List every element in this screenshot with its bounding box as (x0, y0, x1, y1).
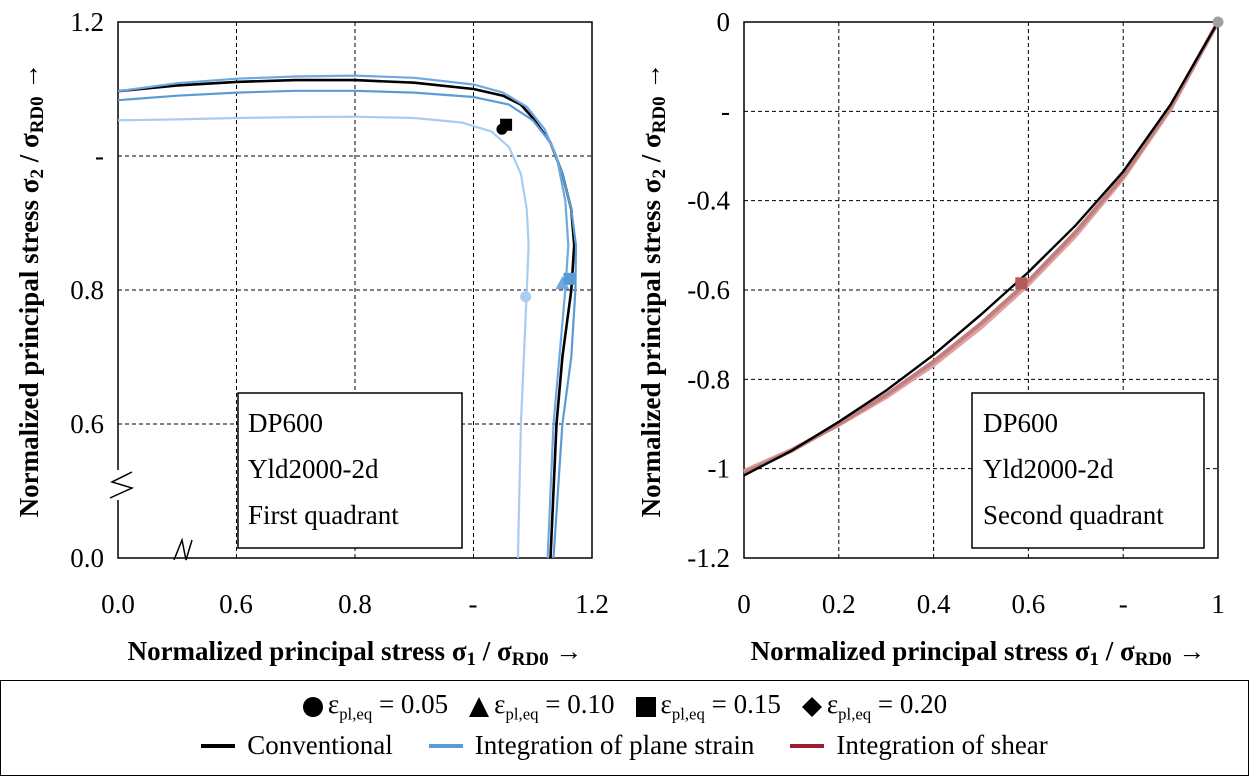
legend-triangle-icon (469, 696, 490, 717)
legend-marker-label: εpl,eq = 0.10 (494, 689, 615, 724)
x-tick-label: 0.2 (822, 589, 856, 619)
legend-line-item: Conventional (201, 728, 393, 762)
series-line-2 (117, 74, 570, 559)
data-marker-circle (520, 291, 532, 303)
x-tick-label: 1.2 (575, 589, 609, 619)
x-tick-label: - (1119, 589, 1128, 619)
y-tick-label: -1 (708, 454, 731, 484)
plot-frame (743, 21, 1219, 559)
legend-marker-item: εpl,eq = 0.05 (302, 687, 448, 731)
annotation-line: Second quadrant (983, 500, 1164, 530)
x-tick-label: 0.8 (338, 589, 372, 619)
legend-marker-label: εpl,eq = 0.15 (660, 689, 781, 724)
y-tick-label: 0.8 (70, 275, 104, 305)
annotation-line: DP600 (983, 408, 1058, 438)
legend-circle-icon (302, 696, 323, 717)
legend-marker-item: εpl,eq = 0.15 (635, 687, 781, 731)
annotation-line: Yld2000-2d (248, 454, 379, 484)
legend: εpl,eq = 0.05 εpl,eq = 0.10 εpl,eq = 0.15 ε… (0, 680, 1249, 776)
legend-strain-markers: εpl,eq = 0.05 εpl,eq = 0.10 εpl,eq = 0.15 ε… (1, 687, 1248, 731)
y-axis-title: Normalized principal stress σ2 / σRD0 → (636, 63, 670, 518)
data-marker-triangle (555, 276, 570, 290)
legend-marker-item: εpl,eq = 0.10 (468, 687, 615, 731)
legend-line-label: Integration of shear (836, 729, 1048, 760)
x-tick-label: 0 (737, 589, 751, 619)
y-tick-label: - (721, 96, 730, 126)
data-marker-square (1015, 277, 1028, 290)
annotation-line: Yld2000-2d (983, 454, 1114, 484)
series-line-1 (117, 89, 578, 559)
legend-square-icon (635, 696, 656, 717)
x-axis-break (173, 537, 193, 561)
x-axis-title: Normalized principal stress σ1 / σRD0 → (128, 636, 583, 670)
chart-canvas: 0.0 0.6 0.8-1.20.00.60.8-1.2DP600Yld2000-2… (14, 7, 1225, 670)
series-line-1 (743, 21, 1220, 475)
y-tick-label: 0 (717, 7, 731, 37)
y-tick-label: 0.0 (70, 543, 104, 573)
series-line-3 (117, 115, 530, 559)
x-tick-label: 1 (1211, 589, 1225, 619)
y-tick-label: - (95, 141, 104, 171)
data-marker-square (500, 118, 513, 131)
legend-diamond-icon (801, 696, 822, 717)
legend-marker-label: εpl,eq = 0.05 (327, 689, 449, 724)
y-tick-label: -1.2 (687, 543, 730, 573)
y-tick-label: -0.8 (687, 364, 730, 394)
series-line-0 (117, 78, 576, 559)
y-tick-label: -0.6 (687, 275, 730, 305)
legend-line-swatch (201, 743, 236, 748)
annotation-line: First quadrant (248, 500, 399, 530)
x-tick-label: 0.6 (1012, 589, 1046, 619)
y-axis-break (109, 471, 135, 499)
legend-line-item: Integration of shear (790, 728, 1048, 762)
x-tick-label: 0.4 (917, 589, 951, 619)
legend-line-swatch (428, 743, 463, 748)
legend-series-lines: Conventional Integration of plane strain I… (1, 725, 1248, 762)
y-tick-label: 1.2 (70, 7, 104, 37)
legend-marker-item: εpl,eq = 0.20 (801, 687, 947, 731)
x-tick-label: - (469, 589, 478, 619)
x-tick-label: 0.0 (101, 589, 135, 619)
annotation-box (237, 392, 463, 549)
legend-line-swatch (790, 743, 825, 748)
y-axis-title: Normalized principal stress σ2 / σRD0 → (14, 63, 48, 518)
series-line-0 (743, 21, 1220, 477)
data-marker-circle (1212, 16, 1224, 28)
first-quadrant-chart: 0.0 0.6 0.8 - 1.2 0.0 0.6 0.8 - 1.2 DP600 Yld2000-2… (14, 7, 609, 670)
data-marker-square (563, 272, 576, 285)
annotation-box (971, 392, 1205, 549)
x-tick-label: 0.6 (219, 589, 253, 619)
y-tick-label: 0.6 (70, 409, 104, 439)
x-axis-title: Normalized principal stress σ1 / σRD0 → (751, 636, 1206, 670)
legend-line-label: Integration of plane strain (474, 729, 755, 760)
annotation-line: DP600 (248, 408, 323, 438)
plot-frame (117, 21, 593, 559)
legend-line-item: Integration of plane strain (428, 728, 755, 762)
legend-marker-label: εpl,eq = 0.20 (826, 689, 948, 724)
y-tick-label: -0.4 (687, 186, 730, 216)
second-quadrant-chart: 0 0.2 0.4 0.6-10--0.4-0.6-0.8-1-1.2DP600Yld… (636, 7, 1225, 670)
legend-line-label: Conventional (247, 729, 393, 760)
